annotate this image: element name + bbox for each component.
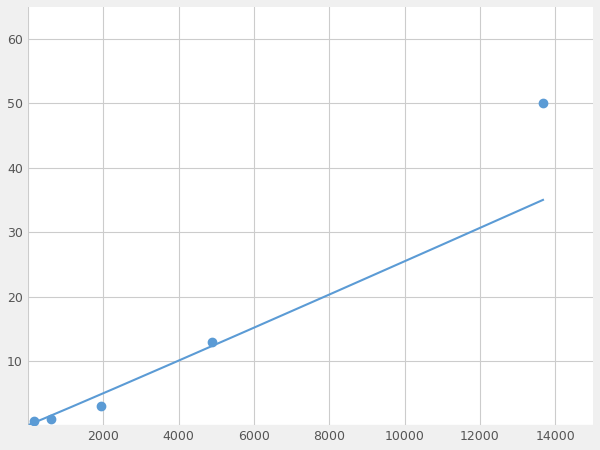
- Point: [29, 418, 38, 425]
- Point: [47, 415, 56, 423]
- Point: [207, 338, 217, 345]
- Point: [538, 100, 548, 107]
- Point: [97, 402, 106, 410]
